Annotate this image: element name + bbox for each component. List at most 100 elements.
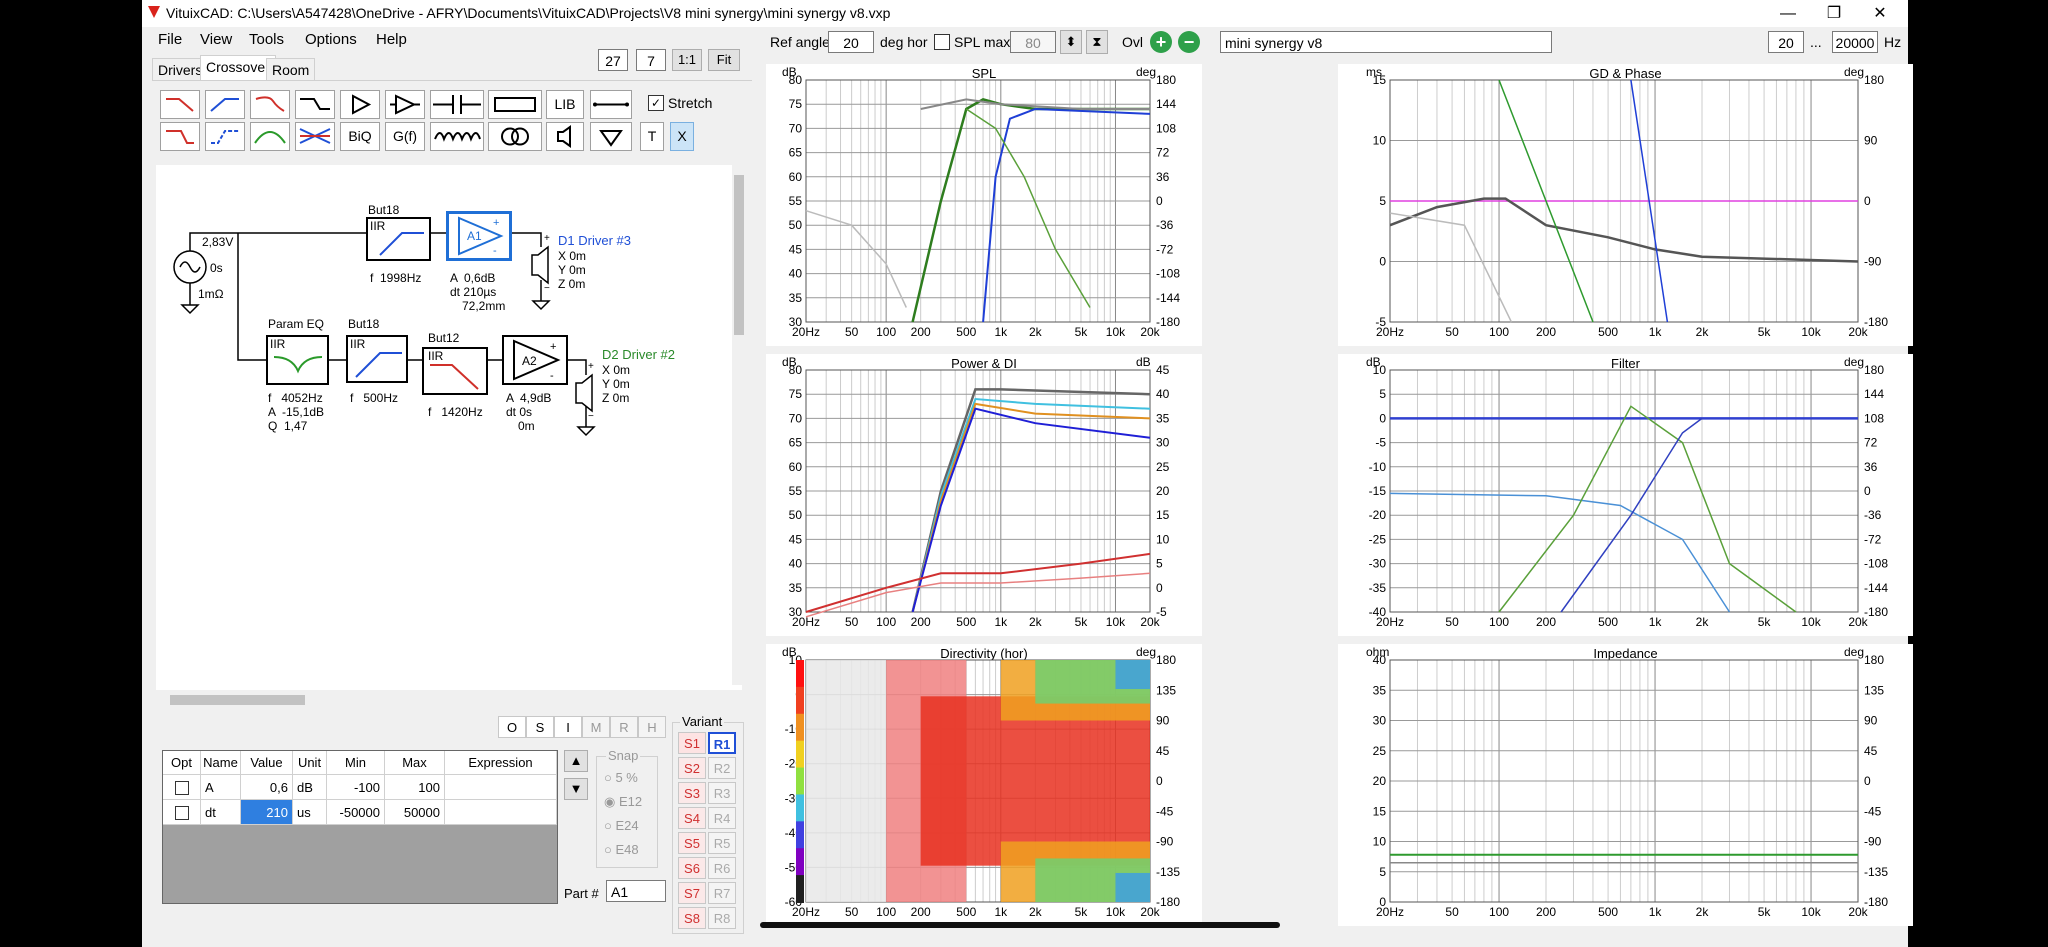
menu-options[interactable]: Options xyxy=(305,31,357,48)
mode-i-button[interactable]: I xyxy=(554,716,582,738)
but12-block[interactable]: IIR xyxy=(422,347,488,395)
row-dt-min[interactable]: -50000 xyxy=(327,800,385,825)
part-field[interactable]: A1 xyxy=(606,880,666,902)
lowpass-1-tool[interactable] xyxy=(160,90,200,119)
variant-r3-button[interactable]: R3 xyxy=(708,782,736,804)
but18-bottom-block[interactable]: IIR xyxy=(346,335,408,383)
opt-checkbox[interactable] xyxy=(175,781,189,795)
menu-tools[interactable]: Tools xyxy=(249,31,285,48)
variant-r1-button[interactable]: R1 xyxy=(708,732,736,754)
zoom-1to1-button[interactable]: 1:1 xyxy=(672,49,702,71)
snap-e24[interactable]: ○ E24 xyxy=(604,818,639,833)
lowpass-2-tool[interactable] xyxy=(250,90,290,119)
allpass-tool[interactable] xyxy=(295,122,335,151)
schematic-canvas[interactable]: + − + − 2,83V 0s 1mΩ But18 IIR f 1998Hz … xyxy=(156,165,742,690)
variant-r7-button[interactable]: R7 xyxy=(708,882,736,904)
menu-view[interactable]: View xyxy=(200,31,233,48)
variant-s4-button[interactable]: S4 xyxy=(678,807,706,829)
mode-s-button[interactable]: S xyxy=(526,716,554,738)
inductor-tool[interactable] xyxy=(430,122,484,151)
variant-s5-button[interactable]: S5 xyxy=(678,832,706,854)
lowpass-3-tool[interactable] xyxy=(160,122,200,151)
library-button[interactable]: LIB xyxy=(546,90,584,119)
close-button[interactable]: ✕ xyxy=(1873,5,1887,22)
transformer-tool[interactable] xyxy=(488,122,542,151)
variant-r2-button[interactable]: R2 xyxy=(708,757,736,779)
row-dt-max[interactable]: 50000 xyxy=(385,800,445,825)
filter-chart[interactable]: Filter 10 5 0 -5 -10 -15 -20 -25 -30 -35 -40 180 144… xyxy=(1338,354,1913,636)
splmax-field[interactable]: 80 xyxy=(1010,31,1056,53)
mode-o-button[interactable]: O xyxy=(498,716,526,738)
delete-tool[interactable]: X xyxy=(670,122,694,151)
resistor-tool[interactable] xyxy=(488,90,542,119)
variant-r4-button[interactable]: R4 xyxy=(708,807,736,829)
vscroll-thumb[interactable] xyxy=(734,175,744,335)
mode-r-button[interactable]: R xyxy=(610,716,638,738)
variant-s2-button[interactable]: S2 xyxy=(678,757,706,779)
highpass-3-tool[interactable] xyxy=(205,122,245,151)
highpass-1-tool[interactable] xyxy=(205,90,245,119)
mode-m-button[interactable]: M xyxy=(582,716,610,738)
tab-crossover[interactable]: Crossover xyxy=(200,55,276,81)
move-down-button[interactable]: ▼ xyxy=(564,778,588,800)
add-overlay-button[interactable]: + xyxy=(1150,31,1172,53)
minimize-button[interactable]: — xyxy=(1780,5,1796,22)
spin-button[interactable]: ⬍ xyxy=(1060,30,1082,54)
mode-h-button[interactable]: H xyxy=(638,716,666,738)
opt-checkbox[interactable] xyxy=(175,806,189,820)
row-a-min[interactable]: -100 xyxy=(327,775,385,800)
snap-e48[interactable]: ○ E48 xyxy=(604,842,639,857)
spl-chart[interactable]: SPL 80 75 70 65 60 55 50 45 40 35 30 180 144 108 72 36 0… xyxy=(766,64,1202,346)
move-up-button[interactable]: ▲ xyxy=(564,750,588,772)
menu-file[interactable]: File xyxy=(158,31,183,48)
stretch-checkbox[interactable]: ✓ xyxy=(648,95,664,111)
row-a-value[interactable]: 0,6 xyxy=(241,775,293,800)
capacitor-tool[interactable] xyxy=(430,90,484,119)
ground-tool[interactable] xyxy=(590,122,632,151)
splmax-checkbox[interactable] xyxy=(934,34,950,50)
row-a-expression[interactable] xyxy=(445,775,557,800)
power-di-chart[interactable]: Power & DI 80 75 70 65 60 55 50 45 40 35 30 45 40 35 3… xyxy=(766,354,1202,636)
variant-s1-button[interactable]: S1 xyxy=(678,732,706,754)
param-eq-block[interactable]: IIR xyxy=(266,335,329,385)
variant-r5-button[interactable]: R5 xyxy=(708,832,736,854)
row-a-max[interactable]: 100 xyxy=(385,775,445,800)
d1-driver-name[interactable]: D1 Driver #3 xyxy=(558,233,631,248)
a2-amplifier[interactable]: A2 + - xyxy=(502,335,568,385)
variant-r8-button[interactable]: R8 xyxy=(708,907,736,929)
ref-angle-field[interactable]: 20 xyxy=(828,31,874,53)
overlay-name-field[interactable]: mini synergy v8 xyxy=(1220,31,1552,53)
text-tool[interactable]: T xyxy=(640,122,664,151)
but18-top-block[interactable]: IIR xyxy=(366,217,431,261)
snap-5pct[interactable]: ○ 5 % xyxy=(604,770,638,785)
freq-high-field[interactable]: 20000 xyxy=(1832,31,1878,53)
variant-s7-button[interactable]: S7 xyxy=(678,882,706,904)
a1-amplifier[interactable]: A1 + - xyxy=(446,211,512,261)
biquad-button[interactable]: BiQ xyxy=(340,122,380,151)
variant-s3-button[interactable]: S3 xyxy=(678,782,706,804)
driver-tool[interactable] xyxy=(546,122,584,151)
zoom-x-field[interactable]: 27 xyxy=(598,49,628,71)
wire-tool[interactable] xyxy=(590,90,632,119)
shelf-tool[interactable] xyxy=(295,90,335,119)
schematic-hscroll[interactable] xyxy=(156,692,732,708)
variant-s8-button[interactable]: S8 xyxy=(678,907,706,929)
zoom-fit-button[interactable]: Fit xyxy=(708,49,740,71)
variant-s6-button[interactable]: S6 xyxy=(678,857,706,879)
variant-r6-button[interactable]: R6 xyxy=(708,857,736,879)
bandpass-tool[interactable] xyxy=(250,122,290,151)
hscroll-thumb[interactable] xyxy=(170,695,305,705)
parameter-table[interactable]: Opt Name Value Unit Min Max Expression A… xyxy=(162,750,558,904)
snap-e12[interactable]: ◉ E12 xyxy=(604,794,643,809)
impedance-chart[interactable]: Impedance 40 35 30 25 20 15 10 5 0 180 135 90 45 0 -45… xyxy=(1338,644,1913,926)
gd-phase-chart[interactable]: GD & Phase 15 10 5 0 -5 180 90 0 -90 -180 ms deg 20H… xyxy=(1338,64,1913,346)
amplifier-tool[interactable] xyxy=(340,90,380,119)
transfer-function-button[interactable]: G(f) xyxy=(385,122,425,151)
row-dt-value[interactable]: 210 xyxy=(241,800,293,825)
row-dt-expression[interactable] xyxy=(445,800,557,825)
remove-overlay-button[interactable]: − xyxy=(1178,31,1200,53)
buffer-tool[interactable] xyxy=(385,90,425,119)
zoom-y-field[interactable]: 7 xyxy=(636,49,666,71)
spin-max-button[interactable]: ⧗ xyxy=(1086,30,1108,54)
directivity-chart[interactable]: Directivity (hor) 100-10-20-30-40-50-601… xyxy=(766,644,1202,926)
